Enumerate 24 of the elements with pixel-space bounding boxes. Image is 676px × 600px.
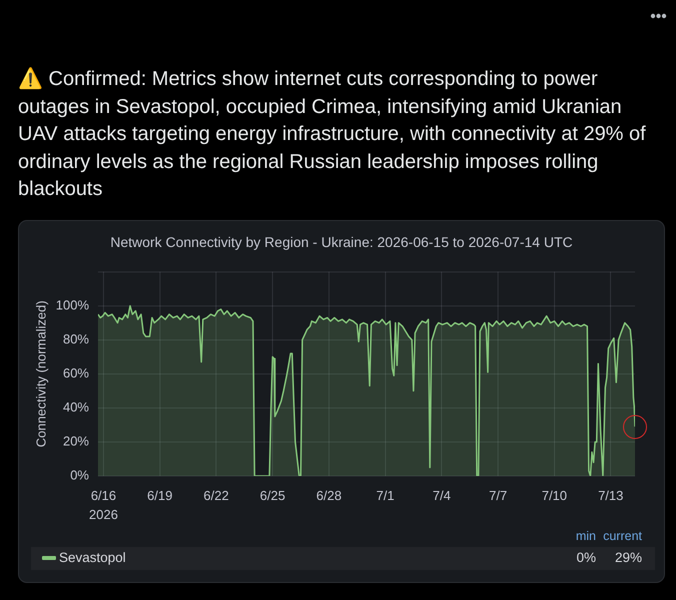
- text: min: [574, 529, 596, 543]
- text: ⚠ Confirmed: Metrics show internet cuts corresponding to power outages in Sevastopol, occupied Crimea, intensifying amid Ukranian UAV attacks targeting energy infrastructure, with connectivity at 29% of ordinary levels as the regional Russian leadership imposes rolling blackouts: [18, 66, 647, 202]
- y-tick-label: 80%: [62, 331, 90, 346]
- y-tick-label: 60%: [62, 365, 90, 380]
- y-tick-label: 100%: [56, 297, 90, 312]
- text: 0%: [575, 550, 596, 565]
- x-tick-label: 7/10: [542, 488, 568, 504]
- y-axis-title: Connectivity (normalized): [33, 300, 48, 448]
- x-tick-label: 6/25: [260, 488, 286, 504]
- x-tick-label: 7/4: [432, 488, 451, 504]
- x-tick-label: 7/7: [488, 488, 508, 504]
- x-tick-label: 6/19: [147, 488, 172, 504]
- legend-label: Sevastopol: [59, 550, 126, 565]
- text: 29%: [614, 550, 642, 565]
- x-tick-label: 6/16 2026: [89, 488, 118, 522]
- y-tick-label: 20%: [62, 434, 90, 449]
- y-tick-label: 0%: [70, 468, 90, 483]
- x-tick-label: 7/13: [598, 488, 624, 504]
- chart-title: Network Connectivity by Region - Ukraine: 2026-06-15 to 2026-07-14 UTC: [109, 234, 574, 250]
- x-tick-label: 6/28: [316, 488, 342, 504]
- y-tick-label: 40%: [62, 400, 90, 415]
- x-tick-label: 6/22: [204, 488, 229, 504]
- text: current: [603, 529, 642, 543]
- x-tick-label: 7/1: [376, 488, 394, 504]
